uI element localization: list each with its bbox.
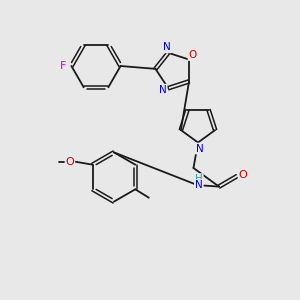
Text: H: H (195, 174, 203, 184)
Text: O: O (65, 157, 74, 167)
Text: O: O (238, 169, 247, 180)
Text: N: N (195, 180, 203, 190)
Text: F: F (60, 61, 66, 71)
Text: N: N (196, 143, 203, 154)
Text: N: N (159, 85, 167, 95)
Text: N: N (163, 42, 171, 52)
Text: O: O (188, 50, 197, 60)
